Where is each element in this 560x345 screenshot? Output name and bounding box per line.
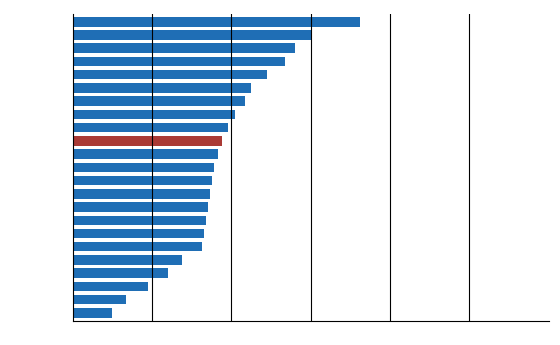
Bar bbox=[73, 189, 209, 199]
Bar bbox=[73, 268, 168, 278]
Bar bbox=[73, 123, 227, 132]
Bar bbox=[73, 57, 285, 66]
Bar bbox=[73, 295, 127, 304]
Bar bbox=[73, 216, 206, 225]
Bar bbox=[73, 149, 218, 159]
Bar bbox=[73, 17, 361, 27]
Bar bbox=[73, 255, 182, 265]
Bar bbox=[73, 176, 212, 185]
Bar bbox=[73, 30, 311, 40]
Bar bbox=[73, 229, 204, 238]
Bar bbox=[73, 96, 245, 106]
Bar bbox=[73, 308, 113, 318]
Bar bbox=[73, 43, 295, 53]
Bar bbox=[73, 70, 267, 79]
Bar bbox=[73, 83, 251, 93]
Bar bbox=[73, 162, 213, 172]
Bar bbox=[73, 282, 148, 291]
Bar bbox=[73, 136, 222, 146]
Bar bbox=[73, 202, 208, 212]
Bar bbox=[73, 242, 202, 252]
Bar bbox=[73, 110, 235, 119]
